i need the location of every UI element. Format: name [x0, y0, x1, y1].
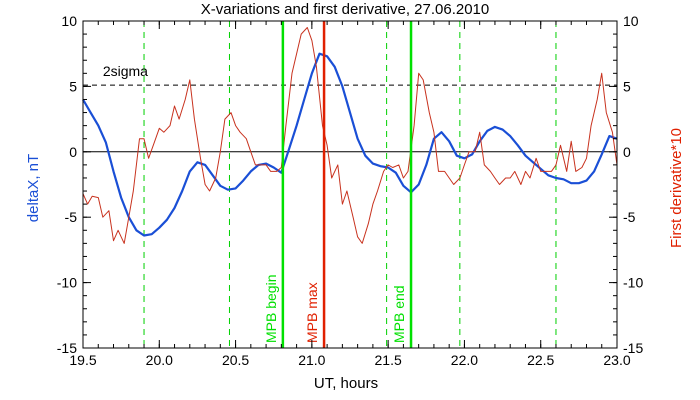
x-tick-label: 21.0	[298, 352, 325, 368]
y-left-tick-label: -10	[57, 275, 77, 291]
y-right-tick-label: -15	[623, 340, 643, 356]
x-tick-label: 20.0	[146, 352, 173, 368]
y-right-tick-label: -10	[623, 275, 643, 291]
y-right-tick-label: 5	[623, 78, 631, 94]
x-tick-label: 23.0	[603, 352, 630, 368]
event-label: MPB end	[391, 285, 407, 343]
y-axis-right-label: First derivative*10	[668, 128, 685, 248]
derivative-series-line	[82, 27, 618, 244]
y-left-tick-label: 5	[69, 78, 77, 94]
y-right-tick-label: 10	[623, 13, 639, 29]
sigma-label: 2sigma	[103, 63, 148, 79]
x-tick-label: 22.0	[451, 352, 478, 368]
plot-area: 2sigma MPB begin MPB max MPB end 19.5 20.0 20.…	[57, 13, 644, 368]
y-axis-left-label: deltaX, nT	[25, 154, 42, 222]
x-tick-label: 19.5	[69, 352, 96, 368]
y-left-tick-label: -15	[57, 340, 77, 356]
y-right-tick-label: -5	[623, 209, 636, 225]
y-left-tick-label: -5	[65, 209, 78, 225]
y-right-tick-label: 0	[623, 144, 631, 160]
chart-title: X-variations and first derivative, 27.06…	[201, 1, 490, 18]
x-axis-label: UT, hours	[314, 375, 378, 392]
x-tick-label: 21.5	[375, 352, 402, 368]
plot-frame	[82, 20, 618, 349]
event-label: MPB max	[304, 282, 320, 343]
y-left-tick-label: 10	[61, 13, 77, 29]
x-tick-label: 20.5	[222, 352, 249, 368]
deltax-series-line	[82, 52, 618, 237]
event-label: MPB begin	[263, 275, 279, 343]
x-tick-label: 22.5	[527, 352, 554, 368]
y-left-tick-label: 0	[69, 144, 77, 160]
